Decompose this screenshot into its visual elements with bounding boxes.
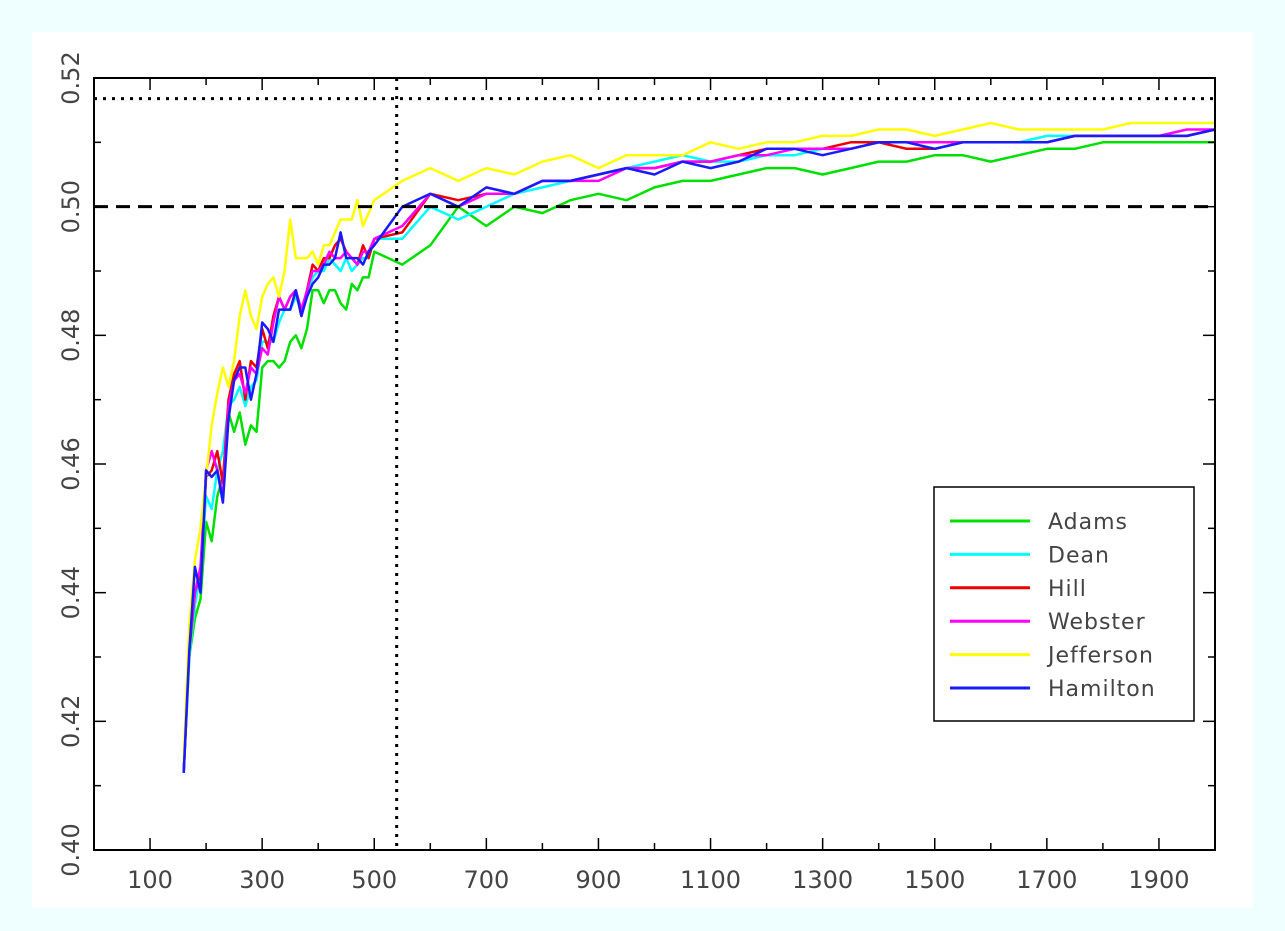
series-line-adams	[182, 141, 1215, 773]
y-tick-label: 0.44	[57, 566, 85, 619]
legend-box	[933, 486, 1195, 722]
x-tick-label: 900	[576, 866, 622, 894]
series-layer	[182, 121, 1216, 773]
legend-label-hamilton: Hamilton	[1048, 677, 1156, 702]
y-tick-label: 0.48	[57, 309, 85, 362]
chart-frame: 100 300 500 700 900 1100 1300 1500 1700 1900 0.40 0…	[32, 32, 1253, 908]
y-tick-label: 0.40	[57, 823, 85, 876]
plot-background	[94, 78, 1215, 850]
series-line-jefferson	[182, 121, 1215, 760]
legend-label-jefferson: Jefferson	[1046, 644, 1154, 669]
series-line-hamilton	[182, 128, 1216, 773]
x-tick-label: 1700	[1016, 866, 1077, 894]
x-tick-label: 1100	[680, 866, 741, 894]
y-tick-label: 0.46	[57, 437, 85, 490]
series-line-webster	[182, 128, 1215, 773]
x-tick-label: 700	[463, 866, 509, 894]
legend: Adams Dean Hill Webster Jefferson Hamilton	[933, 486, 1195, 722]
legend-label-hill: Hill	[1048, 577, 1087, 602]
legend-label-webster: Webster	[1048, 610, 1146, 635]
x-tick-label: 300	[239, 866, 285, 894]
legend-label-adams: Adams	[1048, 510, 1128, 535]
axis-ticks	[93, 77, 1216, 851]
y-tick-label: 0.42	[57, 695, 85, 748]
x-tick-label: 1900	[1128, 866, 1189, 894]
x-tick-label: 1300	[792, 866, 853, 894]
x-tick-label: 1500	[904, 866, 965, 894]
y-tick-label: 0.50	[57, 180, 85, 233]
axis-tick-labels: 100 300 500 700 900 1100 1300 1500 1700 1900 0.40 0…	[57, 51, 1189, 894]
x-tick-label: 100	[127, 866, 173, 894]
x-tick-label: 500	[351, 866, 397, 894]
legend-label-dean: Dean	[1048, 543, 1110, 568]
chart-svg: 100 300 500 700 900 1100 1300 1500 1700 1900 0.40 0…	[57, 51, 1216, 894]
legend-entries: Adams Dean Hill Webster Jefferson Hamilton	[950, 510, 1156, 702]
y-tick-label: 0.52	[57, 51, 85, 104]
